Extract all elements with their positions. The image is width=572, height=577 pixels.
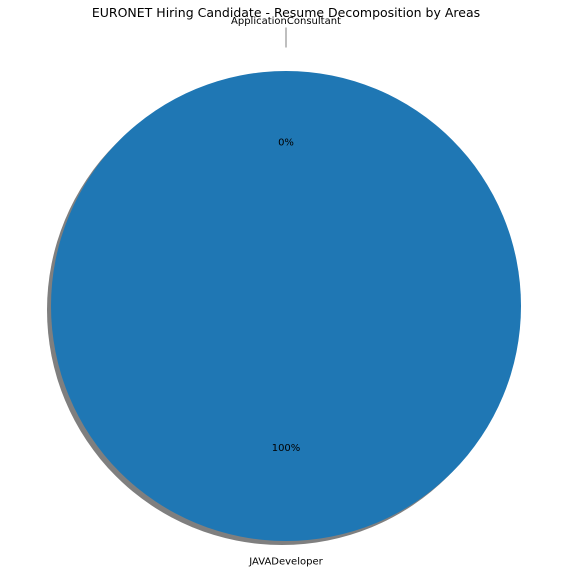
pie-labels: ApplicationConsultant 0% JAVADeveloper 100% xyxy=(231,16,341,568)
pie-pct-label-javadeveloper: 100% xyxy=(272,443,301,454)
pie-slice-javadeveloper xyxy=(51,71,521,541)
pie-label-application-consultant: ApplicationConsultant xyxy=(231,16,341,27)
pie-pct-label-application-consultant: 0% xyxy=(278,138,294,149)
chart-title: EURONET Hiring Candidate - Resume Decomp… xyxy=(92,5,480,20)
pie-label-javadeveloper: JAVADeveloper xyxy=(248,557,323,568)
pie-slices xyxy=(51,71,521,541)
